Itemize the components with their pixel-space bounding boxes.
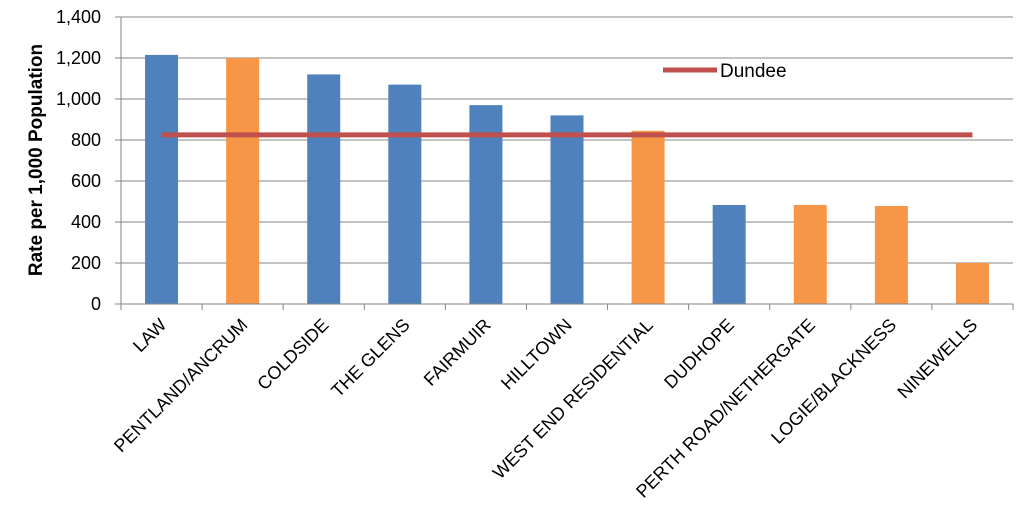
y-tick-label: 0 (91, 294, 101, 314)
bar-dudhope (712, 204, 746, 304)
bar-hilltown (550, 115, 584, 305)
bar-west-end-residential (631, 130, 665, 304)
bar-pentland-ancrum (226, 58, 260, 304)
bars (145, 54, 989, 305)
x-category-label: THE GLENS (327, 315, 413, 401)
bar-perth-road-nethergate (793, 204, 827, 304)
y-tick-label: 600 (71, 171, 101, 191)
y-tick-label: 800 (71, 130, 101, 150)
bar-fairmuir (469, 105, 503, 305)
y-tick-label: 200 (71, 253, 101, 273)
bar-law (145, 54, 179, 304)
x-category-label: PERTH ROAD/NETHERGATE (632, 315, 819, 502)
x-category-label: LAW (129, 315, 170, 356)
y-tick-label: 1,200 (56, 48, 101, 68)
axes (120, 17, 1014, 310)
bar-coldside (307, 74, 341, 305)
y-tick-label: 1,000 (56, 89, 101, 109)
x-category-label: WEST END RESIDENTIAL (489, 315, 657, 483)
x-category-label: HILLTOWN (497, 315, 576, 394)
legend-label-dundee: Dundee (720, 61, 787, 82)
y-tick-label: 1,400 (56, 7, 101, 27)
bar-the-glens (388, 84, 422, 305)
x-category-label: DUDHOPE (660, 315, 738, 393)
x-category-label: PENTLAND/ANCRUM (110, 315, 251, 456)
bar-ninewells (955, 263, 989, 304)
y-tick-labels: 0 200 400 600 800 1,000 1,200 1,400 (56, 7, 101, 314)
x-category-label: NINEWELLS (894, 315, 982, 403)
bar-logie-blackness (874, 206, 908, 304)
y-tick-label: 400 (71, 212, 101, 232)
y-axis-title: Rate per 1,000 Population (26, 44, 47, 276)
x-category-label: FAIRMUIR (420, 315, 495, 390)
legend: Dundee (663, 61, 787, 82)
x-category-label: COLDSIDE (253, 315, 332, 394)
